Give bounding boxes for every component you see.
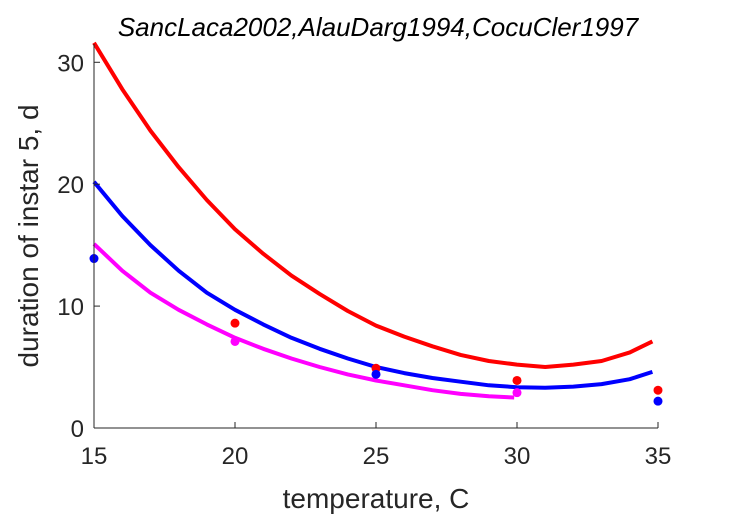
plot-area xyxy=(89,41,663,406)
x-tick-label: 35 xyxy=(645,443,672,470)
y-tick-label: 30 xyxy=(57,50,84,77)
data-points xyxy=(89,254,663,406)
fit-curve-1 xyxy=(92,41,654,369)
data-point-2 xyxy=(371,369,381,379)
data-point-1 xyxy=(230,318,240,328)
fit-curve-2 xyxy=(92,180,654,390)
y-ticks: 0 10 20 30 xyxy=(57,50,100,443)
x-tick-label: 20 xyxy=(222,443,249,470)
y-tick-label: 20 xyxy=(57,172,84,199)
data-point-3 xyxy=(512,388,522,398)
fit-curves xyxy=(92,41,654,400)
x-tick-label: 25 xyxy=(363,443,390,470)
fit-curve-3 xyxy=(92,242,515,400)
x-tick-label: 30 xyxy=(504,443,531,470)
data-point-2 xyxy=(653,396,663,406)
y-axis-title: duration of instar 5, d xyxy=(13,104,44,367)
x-ticks: 15 20 25 30 35 xyxy=(81,422,672,470)
data-point-1 xyxy=(512,375,522,385)
y-tick-label: 0 xyxy=(71,416,84,443)
chart-title: SancLaca2002,AlauDarg1994,CocuCler1997 xyxy=(118,12,640,42)
data-point-3 xyxy=(230,336,240,346)
x-axis-title: temperature, C xyxy=(283,483,470,514)
y-tick-label: 10 xyxy=(57,294,84,321)
x-tick-label: 15 xyxy=(81,443,108,470)
data-point-1 xyxy=(653,385,663,395)
